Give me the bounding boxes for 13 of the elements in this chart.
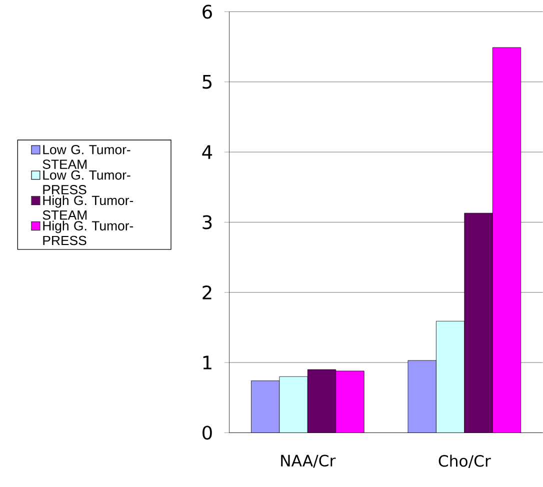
y-tick-label: 0 <box>202 425 212 440</box>
y-tick-label: 3 <box>202 214 212 230</box>
legend-label: Low G. Tumor-STEAM <box>42 144 130 169</box>
x-tick-label: NAA/Cr <box>281 454 336 468</box>
y-tick-label: 2 <box>202 285 212 300</box>
legend-label: High G. Tumor-PRESS <box>43 220 134 245</box>
y-tick-label: 5 <box>202 74 212 89</box>
x-tick-label: Cho/Cr <box>438 454 491 468</box>
y-tick-label: 6 <box>202 4 212 19</box>
legend-label: High G. Tumor-STEAM <box>42 195 134 220</box>
y-tick-label: 4 <box>202 145 212 159</box>
legend-label: Low G. Tumor-PRESS <box>43 170 130 194</box>
y-tick-label: 1 <box>203 356 212 370</box>
